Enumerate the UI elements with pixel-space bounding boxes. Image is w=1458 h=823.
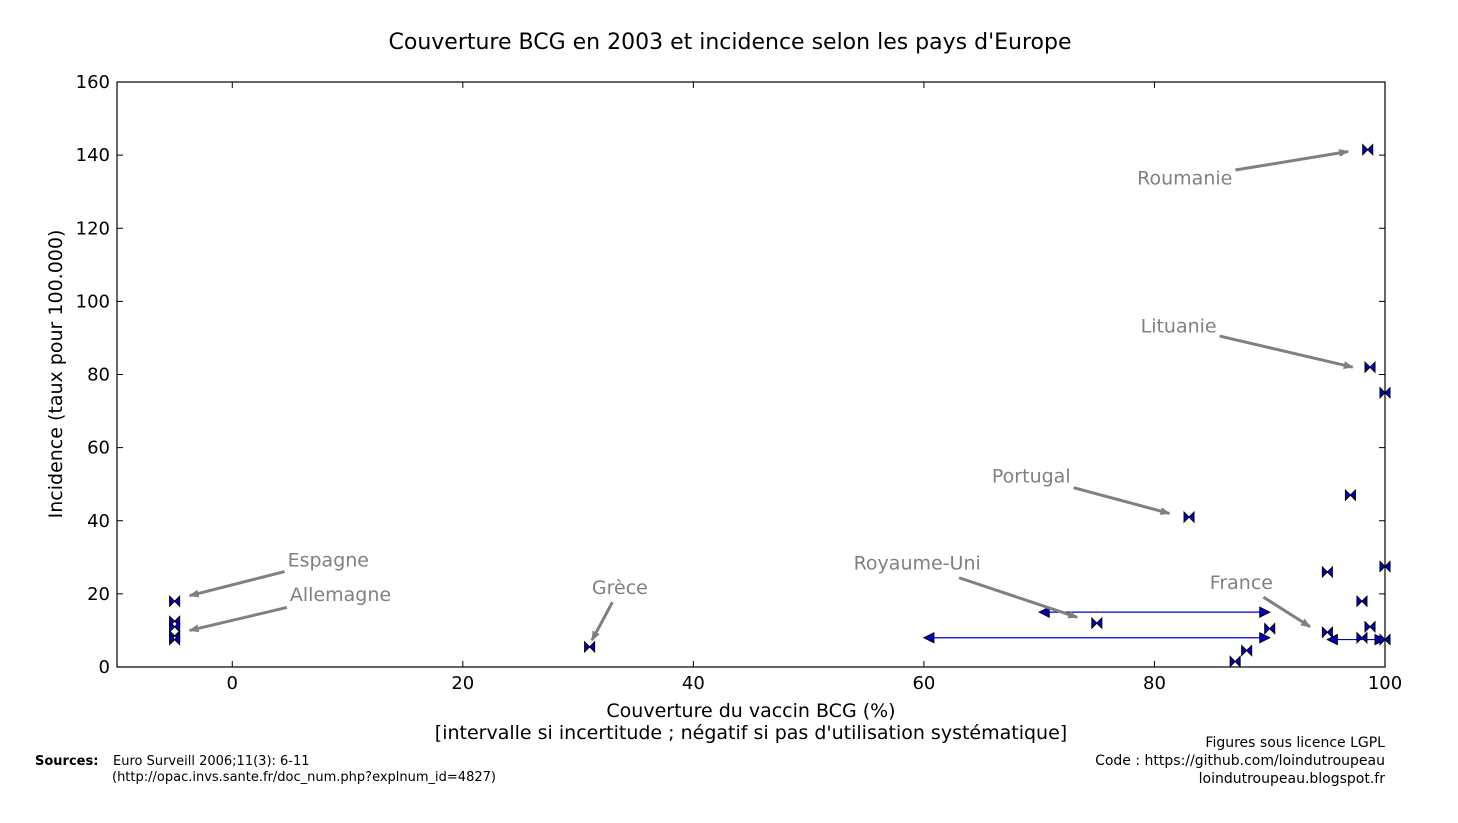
y-tick-label: 140 [76, 145, 110, 166]
annotation-label: Royaume-Uni [854, 553, 981, 575]
annotation: France [1210, 572, 1311, 629]
annotation-label: Grèce [592, 577, 648, 599]
annotation-arrow [188, 570, 285, 598]
license-text: Figures sous licence LGPL [1205, 735, 1385, 751]
x-tick-label: 0 [227, 673, 238, 694]
annotation-label: Espagne [288, 549, 369, 571]
annotation: Roumanie [1137, 148, 1350, 189]
points-layer [169, 143, 1391, 668]
y-tick-label: 100 [76, 291, 110, 312]
annotation-arrow [188, 606, 288, 633]
x-tick-label: 80 [1143, 673, 1166, 694]
interval-max-marker [1259, 606, 1271, 618]
data-point [1344, 488, 1356, 502]
annotations-layer: Roumanie Lituanie Portugal Royaume-Uni Franc… [188, 148, 1354, 642]
annotation-arrow [1262, 595, 1311, 629]
x-tick-label: 60 [912, 673, 935, 694]
x-tick-label: 100 [1368, 673, 1402, 694]
annotation-label: Allemagne [290, 584, 391, 606]
data-point [1379, 633, 1391, 646]
annotation-arrow [958, 576, 1079, 619]
annotation: Lituanie [1141, 315, 1354, 370]
tick-layer: 0 20 40 60 80 100 0 20 40 60 80 100 120 140 160 [76, 72, 1403, 694]
interval-bar [922, 631, 1271, 644]
y-tick-label: 20 [87, 584, 110, 605]
annotation-label: Roumanie [1137, 167, 1232, 189]
annotation: Allemagne [188, 584, 391, 633]
chart-title: Couverture BCG en 2003 et incidence selo… [389, 30, 1072, 55]
annotation-arrow [1073, 486, 1171, 515]
data-point [1321, 626, 1333, 639]
data-point [1264, 622, 1276, 635]
interval-bar [1326, 633, 1387, 646]
plot-frame [116, 81, 1386, 668]
annotation: Portugal [992, 465, 1171, 515]
intervals-layer [922, 606, 1387, 646]
x-axis-label-line2: [intervalle si incertitude ; négatif si … [435, 722, 1067, 744]
code-link: Code : https://github.com/loindutroupeau [1095, 753, 1385, 769]
data-point [1229, 655, 1241, 668]
annotation: Grèce [590, 577, 648, 642]
y-tick-label: 60 [87, 438, 110, 459]
blog-link: loindutroupeau.blogspot.fr [1198, 771, 1385, 787]
data-point [169, 594, 181, 608]
y-axis-label: Incidence (taux pour 100.000) [45, 230, 67, 519]
data-point [1356, 594, 1368, 608]
annotation: Espagne [188, 549, 369, 598]
data-point [1321, 565, 1333, 579]
data-point [1364, 360, 1376, 374]
y-tick-label: 40 [87, 511, 110, 532]
data-point [1356, 631, 1368, 644]
data-point [584, 640, 596, 654]
interval-min-marker [922, 631, 935, 644]
x-tick-label: 40 [682, 673, 705, 694]
data-point [1183, 510, 1195, 524]
data-point [1379, 386, 1391, 399]
data-point [1364, 620, 1376, 633]
annotation-arrow [1219, 334, 1354, 370]
sources-link: (http://opac.invs.sante.fr/doc_num.php?e… [112, 770, 496, 785]
annotation-label: Lituanie [1141, 315, 1217, 337]
interval-max-marker [1259, 631, 1271, 644]
annotation-label: Portugal [992, 465, 1071, 487]
annotation: Royaume-Uni [854, 553, 1079, 619]
annotation-arrow [590, 601, 614, 642]
credits-block: Figures sous licence LGPL Code : https:/… [1095, 734, 1385, 788]
interval-min-marker [1038, 606, 1050, 618]
data-point [169, 633, 181, 646]
data-point [1091, 616, 1103, 630]
y-tick-label: 0 [99, 657, 110, 678]
x-tick-label: 20 [451, 673, 474, 694]
sources-reference: Euro Surveill 2006;11(3): 6-11 [113, 754, 310, 769]
y-tick-label: 120 [76, 218, 110, 239]
data-point [1241, 644, 1253, 657]
sources-label: Sources: [35, 754, 99, 769]
data-point [1379, 560, 1391, 573]
annotation-label: France [1210, 572, 1273, 594]
y-tick-label: 80 [87, 365, 110, 386]
y-tick-label: 160 [76, 72, 110, 93]
data-point [169, 620, 181, 633]
x-axis-label-line1: Couverture du vaccin BCG (%) [606, 700, 895, 722]
data-point [1362, 143, 1374, 156]
annotation-arrow [1235, 148, 1350, 172]
